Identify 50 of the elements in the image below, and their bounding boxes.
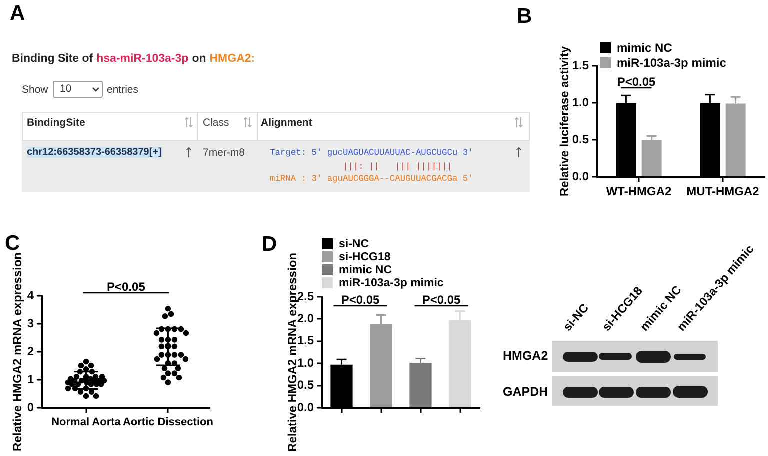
- chart-title: B: [517, 5, 532, 29]
- annotation: P<0.05: [341, 293, 380, 307]
- text: BindingSite: [27, 117, 86, 129]
- x-tick-label: Aortic Dissection: [122, 416, 214, 429]
- annotation: P<0.05: [617, 75, 656, 89]
- y-tick-label: 3: [27, 316, 34, 330]
- legend-label: miR-103a-3p mimic: [617, 56, 727, 70]
- chart-title: D: [262, 233, 278, 257]
- legend-label: miR-103a-3p mimic: [339, 278, 444, 290]
- dropdown-field: 10: [53, 81, 103, 98]
- text: 7mer-m8: [203, 147, 246, 159]
- text: chr12:66358373-66358379[+]: [27, 147, 162, 158]
- text: HMGA2:: [210, 53, 256, 65]
- text: P<0.05: [107, 280, 146, 294]
- y-tick-label: 1: [27, 372, 34, 386]
- y-tick-label: 0.5: [572, 132, 590, 146]
- text: A: [10, 2, 26, 26]
- legend-label: si-NC: [339, 238, 370, 251]
- y-tick-label: 0.0: [572, 169, 590, 184]
- text: Binding Site of: [12, 53, 94, 65]
- text: Show: [22, 84, 48, 96]
- y-tick-label: 1.5: [572, 58, 590, 72]
- text: |||: || ||| |||||||: [342, 162, 452, 172]
- legend-label: mimic NC: [339, 264, 392, 277]
- y-tick-label: 0: [27, 400, 34, 414]
- annotation: P<0.05: [422, 293, 462, 307]
- x-tick-label: WT-HMGA2: [606, 184, 672, 199]
- y-tick-label: 1.0: [572, 95, 590, 110]
- y-axis-title: Relative luciferase activity: [558, 46, 572, 197]
- y-tick-label: 1.5: [297, 334, 314, 348]
- text: Target: 5' gucUAGUACUUAUUAC-AUGCUGCu 3': [270, 148, 474, 158]
- x-tick-label: MUT-HMGA2: [686, 184, 760, 199]
- y-tick-label: 1.0: [297, 356, 314, 370]
- text: miRNA : 3' aguAUCGGGA--CAUGUUACGACGa 5': [270, 174, 474, 184]
- text: hsa-miR-103a-3p: [96, 53, 189, 65]
- legend-label: mimic NC: [617, 40, 673, 55]
- y-tick-label: 4: [27, 288, 34, 302]
- text: Class: [203, 117, 230, 129]
- y-tick-label: 2: [27, 344, 34, 358]
- text: Alignment: [261, 117, 312, 129]
- y-tick-label: 0.0: [297, 400, 314, 414]
- text: HMGA2: [503, 349, 548, 363]
- text: on: [192, 53, 206, 65]
- x-tick-label: Normal Aorta: [52, 416, 122, 429]
- text: GAPDH: [503, 384, 548, 398]
- legend-label: si-HCG18: [339, 252, 392, 264]
- y-tick-label: 2.0: [297, 312, 314, 326]
- y-axis-title: Relative HMGA2 mRNA expression: [10, 252, 25, 452]
- y-tick-label: 0.5: [297, 378, 314, 392]
- text: entries: [107, 84, 139, 96]
